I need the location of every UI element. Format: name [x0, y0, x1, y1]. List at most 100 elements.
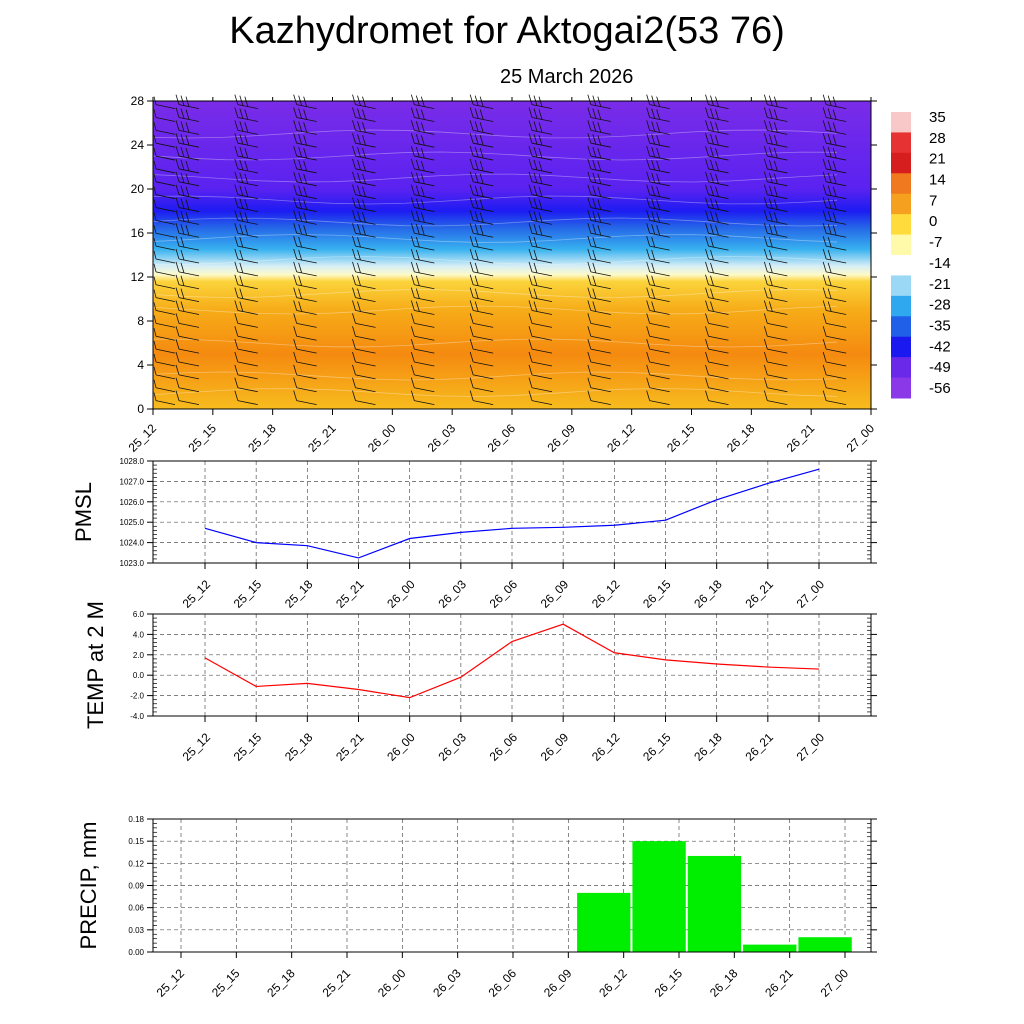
- x-tick-label: 25_15: [231, 730, 265, 764]
- wind-barb: [587, 223, 611, 238]
- wind-barb: [587, 300, 611, 315]
- wind-barb: [646, 145, 670, 161]
- wind-barb: [352, 133, 376, 148]
- wind-barb: [528, 158, 553, 174]
- wind-barb: [822, 223, 847, 238]
- wind-barb: [234, 390, 258, 405]
- wind-barb: [234, 364, 258, 380]
- x-tick-label: 27_00: [818, 966, 852, 1000]
- y-tick-label: 6.0: [133, 610, 145, 619]
- wind-barb: [175, 197, 200, 212]
- colorbar-label: -49: [929, 359, 951, 376]
- y-tick-label: 0.03: [128, 926, 144, 935]
- x-tick-label: 27_00: [844, 421, 878, 455]
- x-tick-label: 25_18: [264, 966, 298, 1000]
- wind-barb: [763, 351, 788, 367]
- wind-barb: [175, 120, 200, 135]
- y-tick-label: 2.0: [133, 651, 145, 660]
- y-tick-label: 4: [137, 358, 144, 372]
- wind-barb: [705, 300, 729, 315]
- y-tick-label: 4.0: [133, 630, 145, 639]
- wind-barb: [528, 390, 553, 405]
- wind-barb: [352, 351, 376, 367]
- wind-barb: [705, 120, 729, 135]
- wind-barb: [763, 287, 788, 303]
- wind-barb: [528, 339, 553, 354]
- wind-barb: [410, 274, 435, 290]
- wind-barb: [646, 287, 670, 303]
- wind-barb: [352, 184, 376, 200]
- x-tick-label: 26_09: [538, 730, 572, 764]
- y-tick-label: 8: [137, 314, 144, 328]
- wind-barb: [469, 120, 494, 135]
- wind-barb: [153, 289, 176, 303]
- wind-barb: [763, 326, 788, 341]
- wind-barb: [410, 223, 435, 238]
- wind-barb: [469, 184, 494, 200]
- wind-barb: [352, 158, 376, 174]
- wind-barb: [293, 133, 317, 148]
- y-tick-label: 1023.0: [120, 559, 145, 568]
- wind-barb: [763, 158, 788, 174]
- y-tick-label: 1026.0: [120, 498, 145, 507]
- wind-barb: [822, 210, 847, 225]
- wind-barb: [528, 171, 553, 187]
- wind-barb: [352, 223, 376, 238]
- y-tick-label: 0.09: [128, 882, 144, 891]
- colorbar-label: 21: [929, 151, 946, 168]
- wind-barb: [822, 287, 847, 303]
- wind-barb: [410, 313, 435, 328]
- wind-barb: [646, 326, 670, 341]
- wind-barb: [153, 186, 176, 200]
- wind-barb: [352, 326, 376, 341]
- x-tick-label: 26_00: [384, 730, 418, 764]
- wind-barb: [175, 300, 200, 315]
- precip-bar: [798, 937, 852, 952]
- x-tick-label: 26_15: [640, 577, 674, 611]
- wind-barb: [528, 300, 553, 315]
- wind-barb: [352, 197, 376, 212]
- wind-barb: [352, 313, 376, 328]
- wind-barb: [293, 274, 317, 290]
- wind-barb: [234, 326, 258, 341]
- y-axis-label: PRECIP, mm: [76, 822, 101, 950]
- wind-barb: [469, 223, 494, 238]
- wind-barb: [763, 248, 788, 264]
- colorbar-swatch: [891, 152, 911, 174]
- series-line: [204, 623, 820, 699]
- contour-line: [152, 388, 838, 397]
- x-tick-label: 26_12: [596, 966, 630, 1000]
- x-tick-label: 26_09: [541, 966, 575, 1000]
- y-tick-label: 16: [131, 226, 145, 240]
- colorbar-swatch: [891, 132, 911, 154]
- wind-barb: [763, 313, 788, 328]
- wind-barb: [587, 364, 611, 380]
- wind-barb: [153, 212, 176, 225]
- wind-barb: [293, 210, 317, 225]
- wind-barb: [352, 145, 376, 161]
- wind-barb: [352, 364, 376, 380]
- colorbar-swatch: [891, 295, 911, 317]
- colorbar-swatch: [891, 255, 911, 276]
- wind-barb: [293, 339, 317, 354]
- wind-barbs: [153, 94, 847, 405]
- page-title: Kazhydromet for Aktogai2(53 76): [229, 10, 785, 52]
- wind-barb: [587, 171, 611, 187]
- wind-barb: [646, 377, 670, 393]
- wind-barb: [469, 236, 494, 251]
- colorbar-label: -7: [929, 234, 942, 251]
- colorbar-swatch: [891, 112, 911, 133]
- x-tick-label: 26_18: [691, 730, 725, 764]
- colorbar-label: -21: [929, 276, 951, 293]
- wind-barb: [705, 326, 729, 341]
- wind-barb: [234, 313, 258, 328]
- wind-barb: [705, 339, 729, 354]
- precip-bar: [632, 841, 686, 952]
- wind-barb: [763, 261, 788, 277]
- wind-barb: [705, 274, 729, 290]
- wind-barb: [763, 300, 788, 315]
- y-tick-label: 0.00: [128, 948, 144, 957]
- wind-barb: [234, 133, 258, 148]
- wind-barb: [234, 377, 258, 393]
- colorbar-label: 35: [929, 109, 946, 126]
